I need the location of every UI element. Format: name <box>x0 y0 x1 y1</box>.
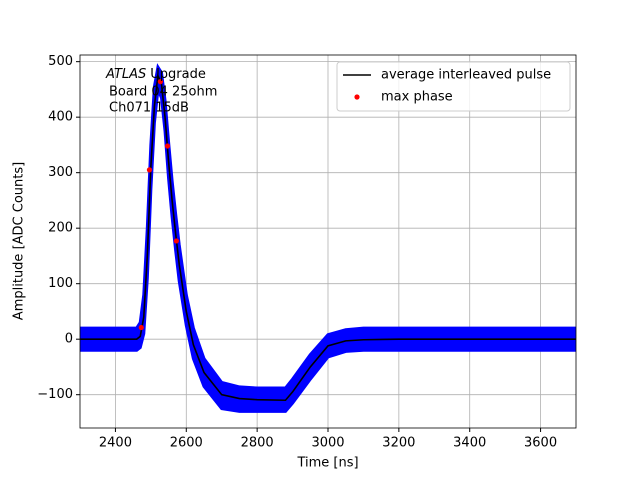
legend-box <box>336 61 571 112</box>
x-tick-label: 2600 <box>170 436 203 451</box>
series-point <box>157 79 164 85</box>
x-tick-label: 2800 <box>241 436 274 451</box>
annotation-line: Ch071 15dB <box>109 101 189 116</box>
y-tick-label: −100 <box>37 387 73 402</box>
y-tick-label: 300 <box>48 165 73 180</box>
x-tick-label: 3400 <box>453 436 486 451</box>
x-axis-label: Time [ns] <box>296 456 358 471</box>
annotation: ATLAS Upgrade <box>105 67 206 82</box>
x-tick-label: 3000 <box>311 436 344 451</box>
plot-area <box>80 63 576 413</box>
legend-label: max phase <box>381 90 453 105</box>
series-point <box>173 238 179 244</box>
series-line <box>80 72 576 402</box>
y-tick-label: 500 <box>48 54 73 69</box>
plot-frame <box>79 54 577 429</box>
series-point <box>146 167 153 173</box>
y-tick-label: 100 <box>48 276 73 291</box>
annotation-label: Upgrade <box>150 67 206 82</box>
annotation-experiment: ATLAS <box>105 67 146 82</box>
y-tick-label: 0 <box>65 332 73 347</box>
y-axis-label: Amplitude [ADC Counts] <box>12 162 27 320</box>
x-tick-label: 3600 <box>524 436 557 451</box>
legend-label: average interleaved pulse <box>381 68 551 83</box>
series-point <box>164 143 171 149</box>
x-tick-label: 2400 <box>99 436 132 451</box>
series-point <box>138 324 144 331</box>
annotation-line: Board 04 25ohm <box>109 85 217 100</box>
y-tick-label: 200 <box>48 221 73 236</box>
x-tick-label: 3200 <box>382 436 415 451</box>
y-tick-label: 400 <box>48 110 73 125</box>
legend-swatch <box>354 94 360 100</box>
data-band <box>80 63 576 413</box>
